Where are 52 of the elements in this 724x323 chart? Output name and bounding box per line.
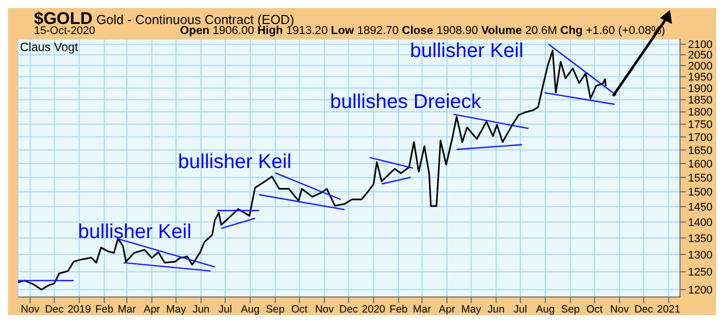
y-tick-label: 1900 xyxy=(688,82,712,95)
y-tick-label: 1650 xyxy=(688,144,712,157)
annotation: bullisher Keil xyxy=(178,151,292,174)
y-tick-label: 1450 xyxy=(688,202,712,214)
y-tick-label: 1550 xyxy=(688,172,712,184)
x-tick-label: Nov xyxy=(315,303,334,316)
x-tick-label: Dec xyxy=(339,303,358,316)
x-tick-label: Sep xyxy=(560,303,580,316)
x-tick-label: May xyxy=(166,303,187,316)
y-tick-label: 2050 xyxy=(688,50,712,62)
x-tick-label: Jun xyxy=(192,303,210,316)
y-tick-label: 1850 xyxy=(688,94,712,107)
x-tick-label: Aug xyxy=(240,303,260,316)
y-tick-label: 1750 xyxy=(688,119,712,132)
y-tick-label: 1350 xyxy=(688,232,712,245)
x-tick-label: Apr xyxy=(144,303,161,316)
y-tick-label: 1950 xyxy=(688,72,712,84)
x-tick-label: Feb xyxy=(390,303,408,316)
y-tick-label: 1800 xyxy=(688,106,712,119)
y-tick-label: 2100 xyxy=(688,39,712,52)
x-tick-label: Jul xyxy=(514,303,528,316)
x-tick-label: Feb xyxy=(95,303,114,316)
x-tick-label: Oct xyxy=(586,303,603,316)
y-tick-label: 1500 xyxy=(688,186,712,199)
x-tick-label: Dec xyxy=(44,303,64,316)
annotation: Claus Vogt xyxy=(20,40,78,54)
chart-subtitle: 15-Oct-2020 xyxy=(34,25,96,37)
x-tick-label: Sep xyxy=(266,303,285,316)
x-tick-label: Jul xyxy=(218,303,232,316)
y-tick-label: 2000 xyxy=(688,60,712,72)
annotation: bullishes Dreieck xyxy=(330,91,482,114)
x-tick-label: 2021 xyxy=(657,303,681,316)
x-tick-label: Apr xyxy=(438,303,456,316)
x-tick-label: Aug xyxy=(536,303,555,316)
x-tick-label: Dec xyxy=(634,303,654,316)
x-tick-label: Mar xyxy=(412,303,432,316)
y-tick-label: 1700 xyxy=(688,132,712,144)
x-tick-label: Jun xyxy=(488,303,505,316)
x-tick-label: 2019 xyxy=(68,303,92,316)
x-tick-label: Nov xyxy=(610,303,630,316)
x-tick-label: May xyxy=(461,303,482,316)
annotation: bullisher Keil xyxy=(78,221,192,244)
y-tick-label: 1250 xyxy=(688,266,712,279)
annotation: bullisher Keil xyxy=(410,40,524,63)
y-tick-label: 1600 xyxy=(688,158,712,170)
x-tick-label: Mar xyxy=(118,303,136,316)
x-tick-label: Nov xyxy=(20,303,40,316)
y-tick-label: 1200 xyxy=(688,284,712,297)
y-tick-label: 1400 xyxy=(688,216,712,229)
y-tick-label: 1300 xyxy=(688,249,712,262)
x-tick-label: 2020 xyxy=(362,303,386,316)
x-tick-label: Oct xyxy=(291,303,308,316)
